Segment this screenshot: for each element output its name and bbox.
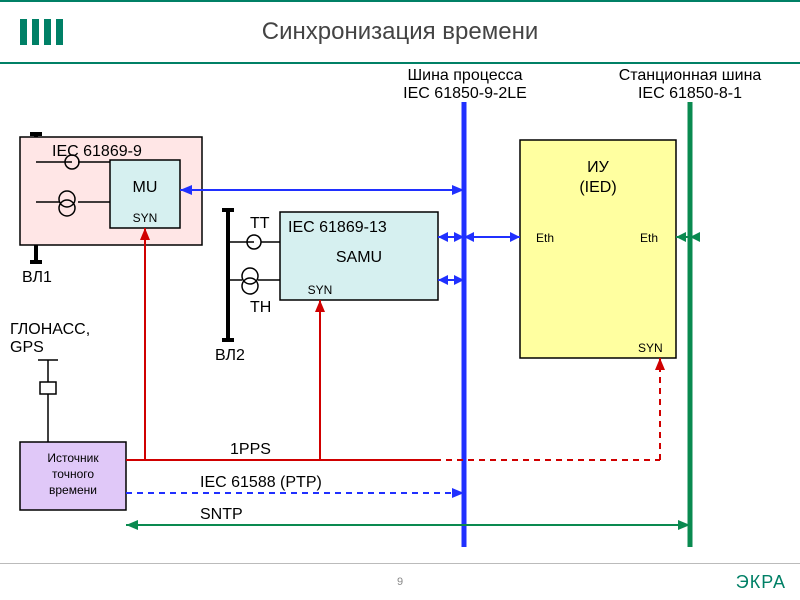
footer-logo: ЭКРА bbox=[736, 572, 786, 593]
header: Синхронизация времени bbox=[0, 0, 800, 64]
page-title: Синхронизация времени bbox=[262, 18, 538, 46]
ied-l1: ИУ bbox=[587, 159, 610, 176]
bus1-label1: Шина процесса bbox=[407, 67, 522, 84]
sntp-label: SNTP bbox=[200, 506, 243, 523]
vl2-label: ВЛ2 bbox=[215, 347, 245, 364]
samu-syn: SYN bbox=[308, 283, 333, 297]
ied-l2: (IED) bbox=[579, 179, 616, 196]
mu-text: MU bbox=[133, 179, 158, 196]
ied-eth1: Eth bbox=[536, 231, 554, 245]
mu-std: IEC 61869-9 bbox=[52, 143, 142, 160]
ied-eth2: Eth bbox=[640, 231, 658, 245]
samu-text: SAMU bbox=[336, 249, 382, 266]
tt-label: ТТ bbox=[250, 215, 270, 232]
page-number: 9 bbox=[397, 576, 403, 588]
bus2-label2: IEC 61850-8-1 bbox=[638, 85, 742, 102]
bus1-label2: IEC 61850-9-2LE bbox=[403, 85, 527, 102]
pps-label: 1PPS bbox=[230, 441, 271, 458]
glonass-l2: GPS bbox=[10, 339, 44, 356]
ts-l3: времени bbox=[49, 483, 97, 497]
ts-l1: Источник bbox=[47, 451, 99, 465]
diagram-svg: Шина процесса IEC 61850-9-2LE Станционна… bbox=[0, 62, 800, 562]
footer: 9 ЭКРА bbox=[0, 563, 800, 600]
vl1-label: ВЛ1 bbox=[22, 269, 52, 286]
ts-l2: точного bbox=[52, 467, 94, 481]
ied-syn: SYN bbox=[638, 341, 663, 355]
logo-icon bbox=[20, 19, 63, 45]
mu-syn: SYN bbox=[133, 211, 158, 225]
samu-std: IEC 61869-13 bbox=[288, 219, 387, 236]
glonass-l1: ГЛОНАСС, bbox=[10, 321, 90, 338]
bus2-label1: Станционная шина bbox=[619, 67, 762, 84]
ptp-label: IEC 61588 (PTP) bbox=[200, 474, 322, 491]
tn-label: ТН bbox=[250, 299, 271, 316]
